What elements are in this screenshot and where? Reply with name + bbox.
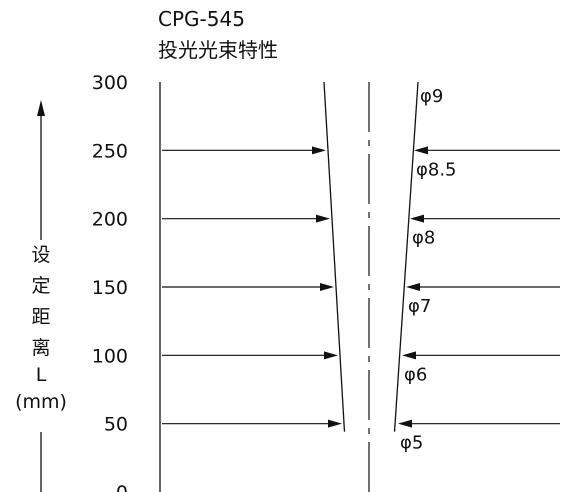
y-tick-label: 150 — [92, 277, 128, 299]
right-arrow-head — [410, 214, 424, 223]
diameter-label: φ5 — [400, 433, 423, 454]
y-axis-label-char: 设 — [31, 244, 50, 266]
y-tick-labels: 0 50 100 150 200 250 300 — [92, 72, 128, 492]
distance-row: φ8.5 — [162, 146, 560, 180]
diameter-label: φ7 — [408, 296, 431, 317]
diameter-label: φ8 — [412, 228, 435, 249]
y-axis-label-char: 定 — [31, 275, 50, 297]
left-arrow-head — [316, 214, 330, 223]
y-axis-label-char: (mm) — [15, 391, 67, 413]
right-arrow-head — [414, 146, 428, 155]
diameter-label: φ9 — [420, 86, 443, 107]
y-tick-label: 200 — [92, 209, 128, 231]
y-axis-label-char: 距 — [31, 306, 50, 328]
y-tick-label: 300 — [92, 72, 128, 94]
right-arrow-head — [406, 283, 420, 291]
beam-right-edge — [393, 81, 419, 432]
beam-outline — [323, 81, 419, 492]
distance-rows: φ5 φ6 φ7 φ8 φ8.5 φ9 — [162, 86, 560, 454]
left-arrow-head — [328, 419, 342, 428]
y-axis-label-char: L — [36, 364, 47, 386]
distance-row: φ5 — [162, 419, 560, 454]
diameter-label: φ6 — [404, 364, 427, 385]
left-arrow-head — [324, 351, 338, 360]
y-axis-arrow — [37, 100, 45, 492]
distance-row: φ6 — [162, 351, 560, 385]
y-tick-label: 0 — [116, 482, 128, 492]
chart-subtitle: 投光光束特性 — [158, 38, 278, 62]
right-arrow-head — [398, 419, 412, 428]
right-arrow-head — [402, 351, 416, 360]
y-tick-label: 50 — [104, 414, 128, 436]
y-axis-label-char: 离 — [31, 337, 50, 359]
distance-row: φ7 — [162, 283, 560, 317]
left-arrow-head — [320, 283, 334, 291]
beam-left-edge — [323, 81, 346, 432]
left-arrow-head — [312, 146, 326, 155]
y-arrow-head — [37, 100, 45, 116]
y-tick-label: 250 — [92, 140, 128, 162]
diameter-label: φ8.5 — [416, 159, 457, 180]
chart-title: CPG-545 — [158, 7, 245, 31]
y-tick-label: 100 — [92, 345, 128, 367]
distance-row: φ8 — [162, 214, 560, 249]
distance-row: φ9 — [420, 86, 443, 107]
